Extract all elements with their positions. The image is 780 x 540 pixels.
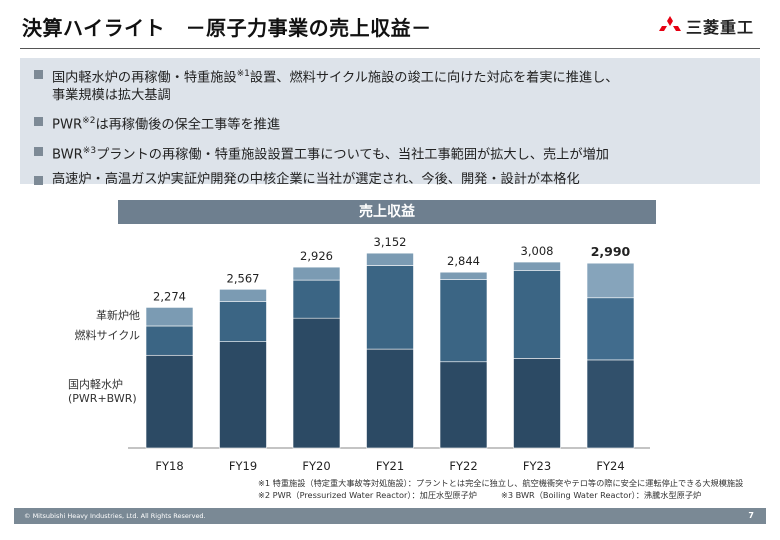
bar-segment-lwr (586, 359, 635, 449)
legend-label-lwr-line1: 国内軽水炉 (68, 378, 123, 391)
bar-total-label: 2,844 (447, 254, 480, 268)
bar-segment-fuel-cycle (586, 297, 635, 361)
x-tick-label: FY24 (596, 459, 624, 473)
bar-segment-fuel-cycle (366, 265, 414, 350)
bullet-square-icon (34, 70, 43, 79)
page-title: 決算ハイライト －原子力事業の売上収益－ (22, 16, 432, 40)
bar-segment-fuel-cycle (145, 325, 194, 356)
bar-segment-lwr (439, 361, 488, 449)
footnote-3: ※3 BWR（Boiling Water Reactor）：沸騰水型原子炉 (500, 490, 702, 500)
bullet-text: 高速炉・高温ガス炉実証炉開発の中核企業に当社が選定され、今後、開発・設計が本格化 (52, 172, 580, 188)
footnote-2: ※2 PWR（Pressurized Water Reactor）：加圧水型原子… (258, 490, 477, 500)
copyright-text: © Mitsubishi Heavy Industries, Ltd. All … (24, 512, 206, 520)
bullet-text: 国内軽水炉の再稼働・特重施設 (52, 70, 237, 86)
company-logo: 三菱重工 (658, 14, 754, 38)
bullet-square-icon (34, 146, 43, 156)
bar-total-label: 2,274 (153, 289, 186, 303)
bar-segment-innovative (366, 252, 414, 266)
bar-segment-lwr (145, 354, 194, 449)
x-tick-label: FY18 (155, 459, 183, 473)
footer-bar: © Mitsubishi Heavy Industries, Ltd. All … (14, 508, 766, 524)
bullet-text: PWR (52, 117, 83, 133)
legend-label-fuel-cycle: 燃料サイクル (74, 329, 140, 342)
bar-segment-fuel-cycle (292, 279, 341, 319)
bar-segment-lwr (219, 341, 267, 449)
bullet-square-icon (34, 117, 43, 127)
bullet-item: PWR※2は再稼働後の保全工事等を推進 (34, 112, 748, 134)
bar-total-label: 3,152 (374, 235, 407, 249)
footnote-ref: ※1 (236, 69, 250, 79)
x-tick-label: FY20 (302, 459, 330, 473)
bar-segment-innovative (513, 261, 561, 272)
bar-segment-fuel-cycle (439, 279, 488, 363)
bar-segment-innovative (219, 289, 267, 302)
bar-segment-fuel-cycle (219, 301, 267, 342)
bar-segment-innovative (145, 307, 194, 327)
bar-segment-innovative (292, 266, 341, 281)
footnote-ref: ※3 (82, 145, 97, 156)
three-diamonds-icon (658, 16, 681, 31)
bullet-text: BWR (52, 147, 83, 163)
bar-segment-innovative (439, 271, 488, 280)
x-tick-label: FY22 (449, 459, 477, 473)
bullet-text: 事業規模は拡大基調 (52, 88, 171, 104)
bullet-text: プラントの再稼働・特重施設設置工事についても、当社工事範囲が拡大し、売上が増加 (96, 147, 609, 163)
legend-label-lwr: 国内軽水炉 (PWR+BWR) (40, 376, 140, 405)
bullet-item: 国内軽水炉の再稼働・特重施設※1設置、燃料サイクル施設の竣工に向けた対応を着実に… (34, 65, 748, 105)
bar-segment-lwr (513, 358, 561, 449)
bullet-text: は再稼働後の保全工事等を推進 (95, 117, 281, 133)
bar-total-label: 2,926 (300, 249, 333, 263)
bullet-item: BWR※3プラントの再稼働・特重施設設置工事についても、当社工事範囲が拡大し、売… (34, 142, 748, 164)
page-number: 7 (748, 511, 754, 520)
x-tick-label: FY19 (229, 459, 257, 473)
chart-header: 売上収益 (118, 200, 656, 224)
x-tick-label: FY23 (523, 459, 551, 473)
x-tick-label: FY21 (376, 459, 404, 473)
bar-segment-fuel-cycle (513, 270, 561, 359)
bullet-text: 設置、燃料サイクル施設の竣工に向けた対応を着実に推進し、 (249, 70, 619, 86)
title-rule (20, 48, 760, 49)
bar-total-label: 2,990 (591, 244, 631, 259)
footnotes: ※1 特重施設（特定重大事故等対処施設）：プラントとは完全に独立し、航空機衝突や… (258, 477, 743, 501)
bullet-square-icon (34, 176, 43, 186)
footnote-ref: ※2 (82, 116, 96, 127)
bar-total-label: 2,567 (227, 271, 260, 285)
bar-segment-innovative (586, 262, 635, 299)
bullet-item: 高速炉・高温ガス炉実証炉開発の中核企業に当社が選定され、今後、開発・設計が本格化 (34, 171, 748, 189)
logo-text: 三菱重工 (685, 18, 754, 37)
legend-label-innovative: 革新炉他 (96, 309, 140, 322)
bar-segment-lwr (366, 348, 414, 449)
footnote-1: ※1 特重施設（特定重大事故等対処施設）：プラントとは完全に独立し、航空機衝突や… (258, 478, 744, 488)
bar-segment-lwr (292, 317, 341, 449)
bullet-panel: 国内軽水炉の再稼働・特重施設※1設置、燃料サイクル施設の竣工に向けた対応を着実に… (20, 58, 760, 187)
legend-label-lwr-line2: (PWR+BWR) (68, 392, 137, 405)
bar-total-label: 3,008 (521, 244, 554, 258)
